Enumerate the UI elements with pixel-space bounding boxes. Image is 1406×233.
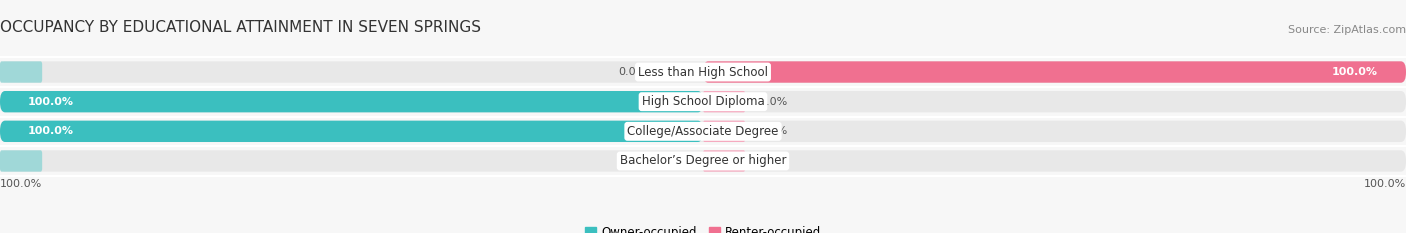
Text: Less than High School: Less than High School <box>638 65 768 79</box>
Text: 100.0%: 100.0% <box>28 126 75 136</box>
Text: 100.0%: 100.0% <box>1331 67 1378 77</box>
Text: College/Associate Degree: College/Associate Degree <box>627 125 779 138</box>
FancyBboxPatch shape <box>0 150 42 172</box>
Text: 100.0%: 100.0% <box>1364 179 1406 189</box>
FancyBboxPatch shape <box>703 61 1406 83</box>
Text: Source: ZipAtlas.com: Source: ZipAtlas.com <box>1288 25 1406 35</box>
Text: 0.0%: 0.0% <box>759 156 787 166</box>
Text: 100.0%: 100.0% <box>0 179 42 189</box>
Text: OCCUPANCY BY EDUCATIONAL ATTAINMENT IN SEVEN SPRINGS: OCCUPANCY BY EDUCATIONAL ATTAINMENT IN S… <box>0 20 481 35</box>
FancyBboxPatch shape <box>0 91 1406 112</box>
FancyBboxPatch shape <box>703 91 745 112</box>
Text: 100.0%: 100.0% <box>28 97 75 107</box>
FancyBboxPatch shape <box>0 61 42 83</box>
FancyBboxPatch shape <box>0 91 703 112</box>
FancyBboxPatch shape <box>0 61 1406 83</box>
Text: 0.0%: 0.0% <box>759 97 787 107</box>
Text: High School Diploma: High School Diploma <box>641 95 765 108</box>
FancyBboxPatch shape <box>703 121 745 142</box>
Text: 0.0%: 0.0% <box>619 156 647 166</box>
Legend: Owner-occupied, Renter-occupied: Owner-occupied, Renter-occupied <box>579 221 827 233</box>
Text: 0.0%: 0.0% <box>619 67 647 77</box>
FancyBboxPatch shape <box>0 150 1406 172</box>
FancyBboxPatch shape <box>0 121 703 142</box>
Text: Bachelor’s Degree or higher: Bachelor’s Degree or higher <box>620 154 786 168</box>
Text: 0.0%: 0.0% <box>759 126 787 136</box>
FancyBboxPatch shape <box>0 121 1406 142</box>
FancyBboxPatch shape <box>703 150 745 172</box>
